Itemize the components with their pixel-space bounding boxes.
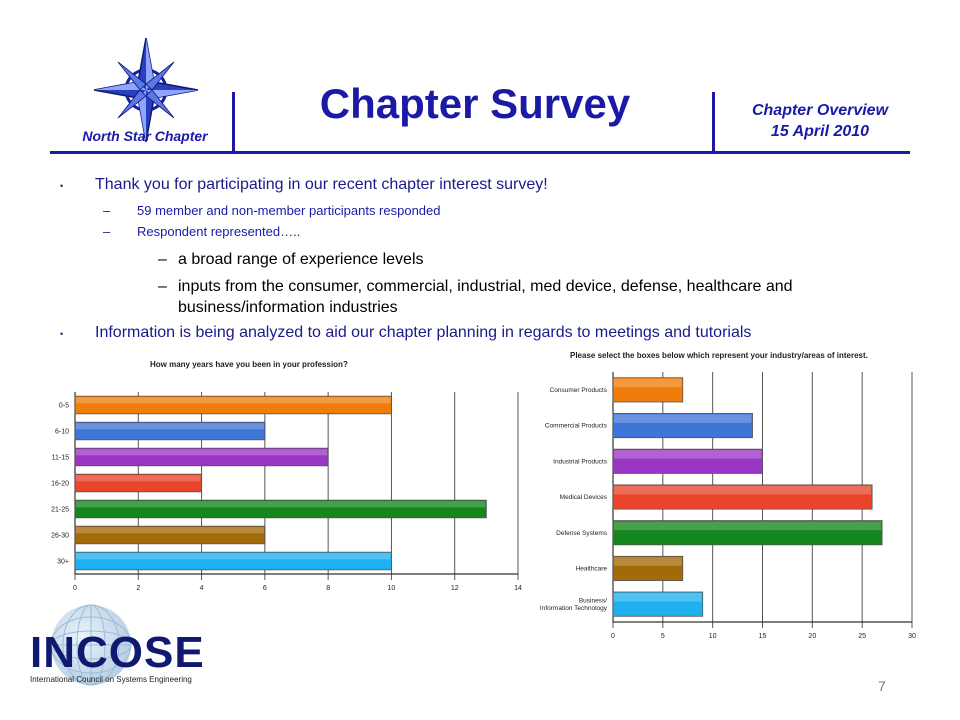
bullet-dot: •	[60, 181, 64, 191]
years-chart-bar-highlight	[76, 423, 264, 430]
years-chart-bar	[74, 551, 392, 571]
industry-chart-bar	[612, 484, 873, 510]
years-chart-category-label: 6-10	[55, 428, 69, 435]
compass-star-logo	[94, 38, 198, 142]
years-chart-bar	[74, 421, 266, 441]
years-chart-bar	[74, 525, 266, 545]
industry-chart-bar	[612, 591, 704, 617]
years-chart-tick-label: 14	[514, 585, 522, 592]
industry-chart-category-label: Industrial Products	[553, 458, 608, 465]
industry-chart-category-label: Healthcare	[576, 566, 608, 573]
sub-dash: –	[103, 224, 111, 239]
industries-line-1: inputs from the consumer, commercial, in…	[178, 278, 793, 295]
industry-chart-tick-label: 30	[908, 633, 916, 640]
industry-chart-tick-label: 10	[709, 633, 717, 640]
level3-dash: –	[158, 251, 167, 268]
years-chart-category-label: 16-20	[51, 480, 69, 487]
industry-chart-tick-label: 25	[858, 633, 866, 640]
chart1-title: How many years have you been in your pro…	[150, 360, 348, 369]
slide-title: Chapter Survey	[319, 80, 631, 127]
industry-chart-bar	[612, 413, 753, 439]
incose-logo-text: INCOSE	[30, 628, 205, 677]
sub-dash: –	[103, 203, 111, 218]
years-chart-category-label: 21-25	[51, 506, 69, 513]
industry-chart-tick-label: 15	[759, 633, 767, 640]
years-chart-bar	[74, 447, 329, 467]
header-divider-right	[712, 92, 715, 152]
incose-logo-subtitle: International Council on Systems Enginee…	[30, 675, 192, 684]
chapter-overview: Chapter Overview 15 April 2010	[725, 100, 915, 142]
years-chart-bar-highlight	[76, 475, 201, 482]
industry-interest-chart: 0 5 10 15 20 25 30 Consumer Products Commercial …	[540, 372, 916, 640]
chart2-title: Please select the boxes below which repr…	[570, 351, 868, 360]
sub-participants: 59 member and non-member participants re…	[137, 203, 441, 218]
industry-chart-category-label: Commercial Products	[545, 423, 608, 430]
years-chart-bar-highlight	[76, 553, 391, 560]
years-chart-tick-label: 4	[200, 585, 204, 592]
level3-industries: inputs from the consumer, commercial, in…	[178, 276, 918, 318]
industry-chart-category-label: Medical Devices	[560, 494, 608, 501]
industry-chart-bar-highlight	[614, 414, 752, 423]
industry-chart-tick-label: 20	[808, 633, 816, 640]
years-chart-category-label: 30+	[57, 558, 69, 565]
years-chart-bar-highlight	[76, 397, 391, 404]
years-chart-category-label: 26-30	[51, 532, 69, 539]
years-chart-tick-label: 12	[451, 585, 459, 592]
years-chart-tick-label: 10	[388, 585, 396, 592]
industry-chart-bar-highlight	[614, 557, 682, 566]
years-chart-bar	[74, 499, 487, 519]
industry-chart-tick-label: 0	[611, 633, 615, 640]
sub-respondents: Respondent represented…..	[137, 224, 301, 239]
years-chart-tick-label: 8	[326, 585, 330, 592]
bullet-thank-you: Thank you for participating in our recen…	[95, 176, 548, 193]
years-chart-bar-highlight	[76, 527, 264, 534]
years-chart-tick-label: 2	[136, 585, 140, 592]
level3-experience: a broad range of experience levels	[178, 251, 424, 268]
industry-chart-bar	[612, 448, 763, 474]
header-divider-left	[232, 92, 235, 152]
industry-chart-bar-highlight	[614, 593, 702, 602]
years-chart-bar-highlight	[76, 501, 486, 508]
globe-logo	[50, 604, 132, 686]
years-chart-category-label: 11-15	[52, 454, 69, 461]
industry-chart-bar-highlight	[614, 450, 762, 459]
page-number: 7	[878, 678, 886, 694]
chapter-name: North Star Chapter	[82, 128, 208, 144]
industries-line-2: business/information industries	[178, 299, 398, 316]
industry-chart-bar	[612, 555, 684, 581]
industry-chart-category-label: Information Technology	[540, 605, 608, 612]
bullet-analysis: Information is being analyzed to aid our…	[95, 324, 752, 341]
years-chart-tick-label: 6	[263, 585, 267, 592]
years-chart-category-label: 0-5	[59, 402, 69, 409]
overview-date: 15 April 2010	[770, 123, 870, 140]
industry-chart-bar	[612, 520, 883, 546]
industry-chart-bar-highlight	[614, 521, 882, 531]
industry-chart-category-label: Defense Systems	[556, 530, 608, 537]
years-chart-bar-highlight	[76, 449, 328, 456]
industry-chart-bar-highlight	[614, 378, 682, 388]
industry-chart-category-label: Consumer Products	[550, 387, 608, 394]
level3-dash: –	[158, 278, 167, 295]
industry-chart-tick-label: 5	[661, 633, 665, 640]
industry-chart-bar	[612, 377, 684, 403]
bullet-dot: •	[60, 329, 64, 339]
industry-chart-category-label: Business/	[579, 598, 607, 605]
years-chart-bar	[74, 395, 392, 415]
years-chart-tick-label: 0	[73, 585, 77, 592]
years-chart-bar	[74, 473, 202, 493]
header-rule	[50, 151, 910, 154]
overview-label: Chapter Overview	[751, 102, 889, 119]
industry-chart-bar-highlight	[614, 485, 872, 495]
years-in-profession-chart: 0 2 4 6 8 10 12 14 0-5 6-10 11-15 16-20 21-25 26-30 30…	[51, 392, 522, 592]
